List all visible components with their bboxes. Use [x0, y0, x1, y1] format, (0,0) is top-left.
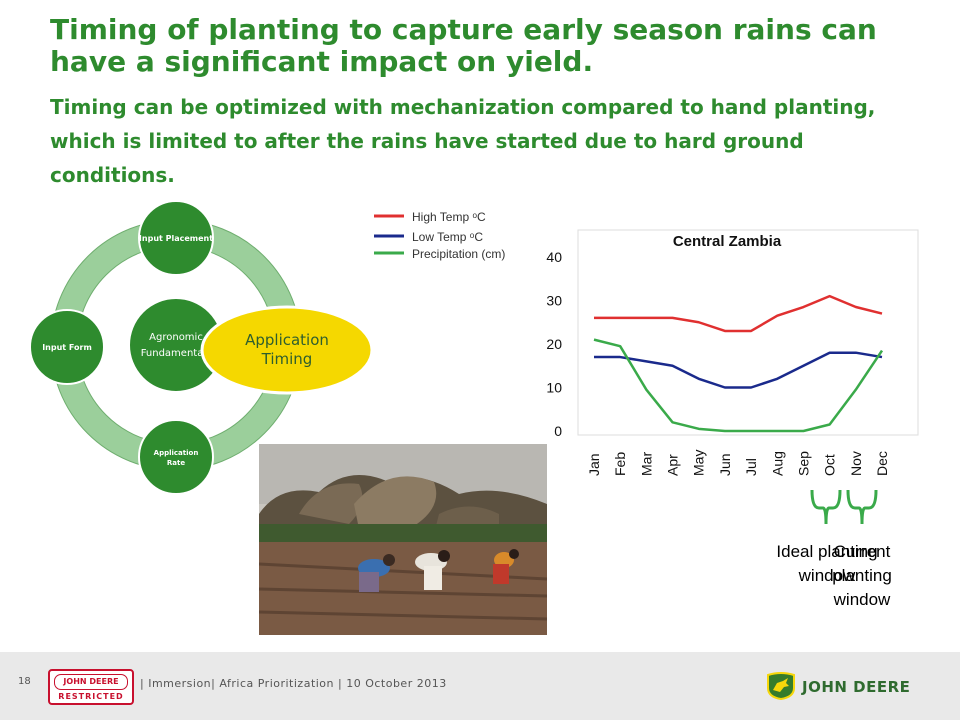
- legend-label-low: Low Temp ᵒC: [412, 230, 483, 244]
- ideal-window-brace: [810, 489, 842, 525]
- left-node[interactable]: [29, 309, 105, 385]
- x-tick-label: Jan: [586, 453, 602, 476]
- left-node-label: Input Form: [42, 343, 92, 352]
- deere-icon: [767, 672, 795, 700]
- cycle-diagram: Agronomic Fundamentals Input Placement I…: [29, 200, 374, 495]
- top-node[interactable]: [138, 200, 214, 276]
- legend-label-high: High Temp ᵒC: [412, 210, 486, 224]
- planting-window-braces: [810, 489, 878, 525]
- plot-area: [577, 229, 919, 436]
- ideal-window-label: Ideal planting window: [776, 542, 878, 585]
- y-tick-label: 40: [546, 249, 562, 265]
- top-node-label: Input Placement: [139, 234, 213, 243]
- slide-title: Timing of planting to capture early seas…: [50, 13, 877, 78]
- y-tick-label: 0: [554, 423, 562, 439]
- series-line-3: [593, 338, 884, 433]
- x-tick-label: Feb: [612, 452, 628, 476]
- x-tick-label: Oct: [822, 454, 838, 476]
- x-tick-label: Sep: [795, 451, 811, 476]
- bottom-node-label-2: Rate: [167, 459, 185, 467]
- current-window-brace: [846, 489, 878, 525]
- center-node-label-1: Agronomic: [149, 332, 203, 343]
- highlight-node[interactable]: [200, 305, 374, 395]
- y-tick-label: 10: [546, 380, 562, 396]
- x-tick-label: Apr: [665, 454, 681, 476]
- current-window-label: Current planting window: [832, 542, 892, 609]
- slide-subtitle: Timing can be optimized with mechanizati…: [50, 95, 876, 187]
- center-node-label-2: Fundamentals: [141, 348, 212, 359]
- restricted-logo-brand: JOHN DEERE: [54, 674, 128, 690]
- chart-legend: High Temp ᵒC Low Temp ᵒC Precipitation (…: [374, 210, 505, 261]
- y-tick-label: 30: [546, 293, 562, 309]
- footer-text: | Immersion| Africa Prioritization | 10 …: [140, 677, 447, 690]
- footer-bar: [0, 652, 960, 720]
- hand-planting-photo: [259, 444, 547, 635]
- highlight-node-label-2: Timing: [261, 350, 313, 368]
- y-tick-label: 20: [546, 336, 562, 352]
- x-tick-label: May: [691, 450, 707, 476]
- bottom-node[interactable]: [138, 419, 214, 495]
- brand-wordmark: JOHN DEERE: [802, 678, 911, 696]
- legend-label-precip: Precipitation (cm): [412, 247, 505, 261]
- chart-title: Central Zambia: [673, 233, 782, 250]
- restricted-logo-label: RESTRICTED: [58, 692, 124, 701]
- x-tick-label: Mar: [638, 452, 654, 476]
- highlight-node-label-1: Application: [245, 331, 329, 349]
- restricted-logo: JOHN DEERE RESTRICTED: [48, 669, 134, 705]
- bottom-node-label-1: Application: [154, 449, 199, 457]
- series-line-2: [594, 351, 883, 389]
- x-tick-label: Jun: [717, 453, 733, 476]
- series-line-1: [594, 294, 883, 333]
- x-tick-label: Jul: [743, 458, 759, 476]
- x-tick-label: Dec: [874, 451, 890, 476]
- x-tick-label: Aug: [769, 451, 785, 476]
- page-number: 18: [18, 676, 31, 687]
- climate-chart: Central Zambia 0 10 20 30 40 Jan Feb Mar Apr May…: [546, 229, 919, 476]
- x-tick-label: Nov: [848, 451, 864, 476]
